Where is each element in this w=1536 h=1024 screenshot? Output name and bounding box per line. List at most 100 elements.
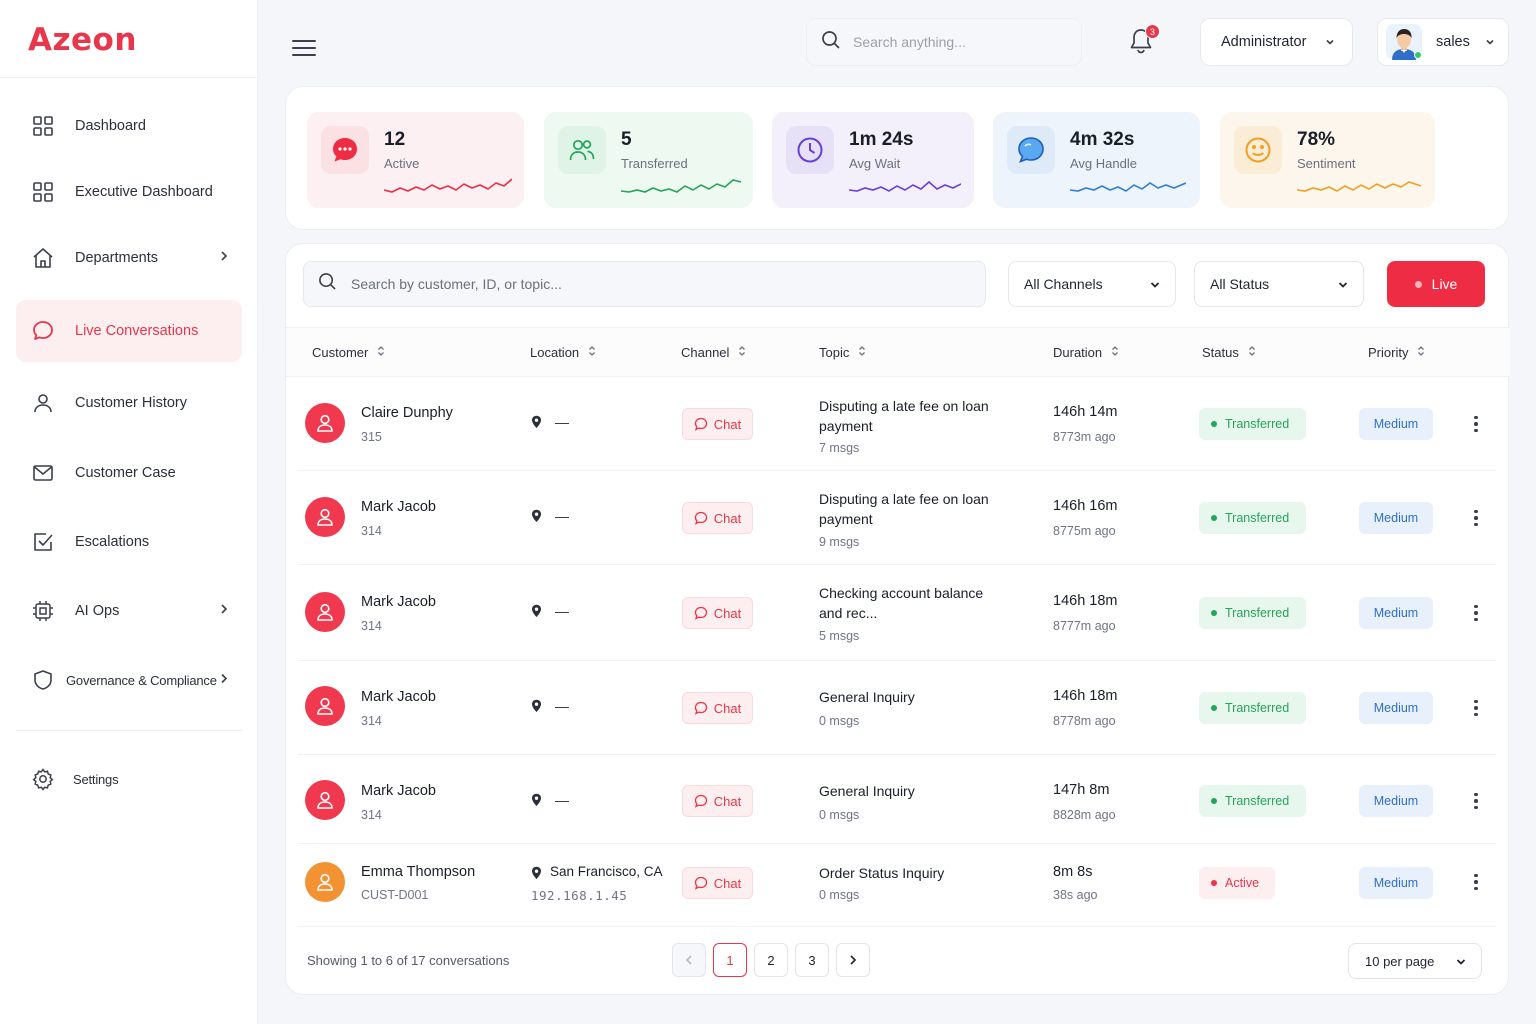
customer-name[interactable]: Mark Jacob bbox=[361, 783, 436, 799]
table-row[interactable]: Claire Dunphy 315 — Chat Disputing a lat… bbox=[298, 377, 1496, 471]
sidebar-item-dashboard[interactable]: Dashboard bbox=[16, 95, 242, 157]
table-row[interactable]: Emma Thompson CUST-D001 San Francisco, C… bbox=[298, 844, 1496, 927]
channel-chat-badge[interactable]: Chat bbox=[682, 785, 753, 817]
table-row[interactable]: Mark Jacob 314 — Chat Disputing a late f… bbox=[298, 471, 1496, 565]
stat-card-transferred[interactable]: 5 Transferred bbox=[544, 112, 753, 208]
per-page-dropdown[interactable]: 10 per page bbox=[1348, 943, 1482, 979]
status-badge: Active bbox=[1199, 867, 1275, 899]
customer-name[interactable]: Emma Thompson bbox=[361, 864, 476, 880]
sparkline bbox=[621, 179, 741, 193]
user-menu[interactable]: sales bbox=[1377, 18, 1509, 66]
more-actions-icon[interactable] bbox=[1466, 603, 1486, 623]
sidebar-item-departments[interactable]: Departments bbox=[16, 227, 242, 289]
channel-chat-badge[interactable]: Chat bbox=[682, 867, 753, 899]
stat-card-avg-wait[interactable]: 1m 24s Avg Wait bbox=[772, 112, 974, 208]
more-actions-icon[interactable] bbox=[1466, 872, 1486, 892]
more-actions-icon[interactable] bbox=[1466, 508, 1486, 528]
sort-icon bbox=[1417, 345, 1425, 360]
status-badge: Transferred bbox=[1199, 692, 1306, 724]
table-row[interactable]: Mark Jacob 314 — Chat General Inquiry 0 … bbox=[298, 661, 1496, 755]
table-row[interactable]: Mark Jacob 314 — Chat Checking account b… bbox=[298, 565, 1496, 661]
live-dot-icon bbox=[1414, 280, 1422, 288]
next-page-button[interactable] bbox=[836, 943, 870, 977]
more-actions-icon[interactable] bbox=[1466, 414, 1486, 434]
column-header-status[interactable]: Status bbox=[1202, 345, 1256, 360]
page-button-3[interactable]: 3 bbox=[795, 943, 829, 977]
stat-card-avg-handle[interactable]: 4m 32s Avg Handle bbox=[993, 112, 1200, 208]
status-filter-dropdown[interactable]: All Status bbox=[1194, 261, 1364, 307]
sidebar-item-live-conversations[interactable]: Live Conversations bbox=[16, 300, 242, 362]
stat-card-active[interactable]: 12 Active bbox=[307, 112, 524, 208]
live-button[interactable]: Live bbox=[1387, 261, 1485, 307]
sidebar-item-settings[interactable]: Settings bbox=[16, 748, 242, 810]
status-badge: Transferred bbox=[1199, 408, 1306, 440]
page-button-1[interactable]: 1 bbox=[713, 943, 747, 977]
prev-page-button[interactable] bbox=[672, 943, 706, 977]
conversations-panel: All Channels All Status Live Customer Lo… bbox=[285, 243, 1510, 995]
notifications-button[interactable]: 3 bbox=[1128, 24, 1160, 59]
customer-id: 315 bbox=[361, 430, 382, 444]
search-input[interactable] bbox=[351, 276, 951, 292]
customer-id: 314 bbox=[361, 524, 382, 538]
sort-icon bbox=[738, 345, 746, 360]
time-ago: 8778m ago bbox=[1053, 714, 1116, 728]
sparkline bbox=[1070, 182, 1186, 192]
customer-name[interactable]: Mark Jacob bbox=[361, 689, 436, 705]
column-header-location[interactable]: Location bbox=[530, 345, 596, 360]
channel-chat-badge[interactable]: Chat bbox=[682, 502, 753, 534]
sidebar-item-customer-history[interactable]: Customer History bbox=[16, 372, 242, 434]
conversation-search bbox=[303, 261, 986, 307]
sidebar-item-escalations[interactable]: Escalations bbox=[16, 511, 242, 573]
menu-toggle-button[interactable] bbox=[292, 40, 316, 60]
customer-avatar-icon bbox=[305, 686, 345, 726]
channel-chat-badge[interactable]: Chat bbox=[682, 692, 753, 724]
channel-label: Chat bbox=[713, 510, 742, 526]
time-ago: 8775m ago bbox=[1053, 524, 1116, 538]
chat-bubble-icon bbox=[694, 876, 707, 890]
customer-avatar-icon bbox=[305, 780, 345, 820]
chevron-down-icon bbox=[1484, 36, 1496, 52]
sidebar-item-executive-dashboard[interactable]: Executive Dashboard bbox=[16, 161, 242, 223]
stat-value: 5 bbox=[621, 129, 632, 150]
channel-chat-badge[interactable]: Chat bbox=[682, 408, 753, 440]
channel-chat-badge[interactable]: Chat bbox=[682, 597, 753, 629]
search-input[interactable] bbox=[853, 34, 1053, 50]
customer-name[interactable]: Claire Dunphy bbox=[361, 405, 453, 421]
sort-icon bbox=[377, 345, 385, 360]
channel-filter-dropdown[interactable]: All Channels bbox=[1008, 261, 1176, 307]
column-header-topic[interactable]: Topic bbox=[819, 345, 866, 360]
column-header-priority[interactable]: Priority bbox=[1368, 345, 1425, 360]
customer-avatar-icon bbox=[305, 403, 345, 443]
sidebar-item-governance-compliance[interactable]: Governance & Compliance bbox=[16, 649, 242, 711]
chevron-right-icon bbox=[220, 603, 228, 619]
stat-card-sentiment[interactable]: 78% Sentiment bbox=[1220, 112, 1435, 208]
chat-bubble-icon bbox=[694, 701, 707, 715]
priority-badge: Medium bbox=[1359, 408, 1433, 440]
customer-avatar-icon bbox=[305, 862, 345, 902]
brand-logo[interactable]: Azeon bbox=[28, 22, 137, 58]
table-row[interactable]: Mark Jacob 314 — Chat General Inquiry 0 … bbox=[298, 755, 1496, 844]
more-actions-icon[interactable] bbox=[1466, 698, 1486, 718]
column-label: Topic bbox=[819, 345, 850, 360]
more-actions-icon[interactable] bbox=[1466, 791, 1486, 811]
location-pin-icon bbox=[531, 415, 542, 434]
sidebar-item-ai-ops[interactable]: AI Ops bbox=[16, 580, 242, 642]
duration-value: 146h 18m bbox=[1053, 593, 1118, 609]
time-ago: 8828m ago bbox=[1053, 808, 1116, 822]
column-header-channel[interactable]: Channel bbox=[681, 345, 746, 360]
chat-bubble-icon bbox=[694, 417, 707, 431]
conversation-topic: General Inquiry bbox=[819, 689, 915, 705]
customer-name[interactable]: Mark Jacob bbox=[361, 499, 436, 515]
page-button-2[interactable]: 2 bbox=[754, 943, 788, 977]
smile-icon bbox=[1234, 126, 1282, 174]
stat-value: 78% bbox=[1297, 129, 1336, 150]
column-header-duration[interactable]: Duration bbox=[1053, 345, 1119, 360]
customer-name[interactable]: Mark Jacob bbox=[361, 594, 436, 610]
cpu-icon bbox=[30, 598, 56, 624]
column-header-customer[interactable]: Customer bbox=[312, 345, 385, 360]
sidebar-item-customer-case[interactable]: Customer Case bbox=[16, 442, 242, 504]
location-pin-icon bbox=[531, 866, 542, 885]
bell-icon bbox=[1128, 29, 1154, 59]
chevron-down-icon bbox=[1455, 956, 1467, 971]
role-dropdown[interactable]: Administrator bbox=[1200, 18, 1353, 66]
